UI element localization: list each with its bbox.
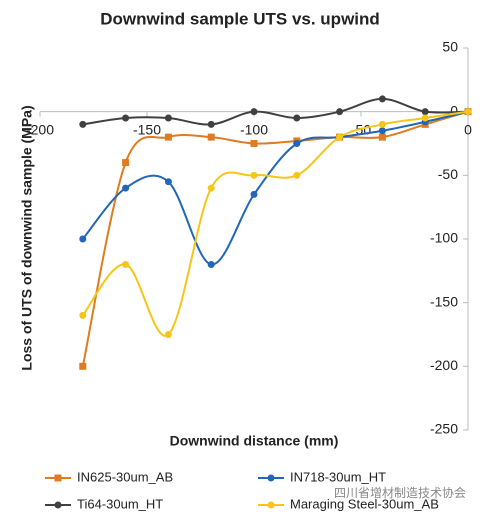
marker: [164, 133, 172, 141]
y-tick-label: -150: [430, 293, 458, 309]
legend-label: Ti64-30um_HT: [77, 496, 163, 511]
marker: [207, 120, 215, 128]
marker: [122, 159, 130, 167]
marker: [164, 114, 172, 122]
x-tick-label: -100: [240, 121, 268, 137]
y-axis-title: Loss of UTS of downwind sample (MPa): [19, 105, 35, 370]
legend-label: Maraging Steel-30um_AB: [290, 496, 439, 511]
legend-marker: [267, 501, 275, 509]
marker: [336, 108, 344, 116]
marker: [79, 120, 87, 128]
legend-marker: [54, 474, 62, 482]
marker: [336, 133, 344, 141]
x-tick-label: -200: [26, 121, 54, 137]
marker: [79, 235, 87, 243]
marker: [122, 260, 130, 268]
series-line: [82, 97, 469, 126]
x-tick-label: 0: [464, 121, 472, 137]
marker: [378, 133, 386, 141]
legend-label: IN625-30um_AB: [77, 469, 173, 484]
marker: [207, 260, 215, 268]
marker: [293, 114, 301, 122]
legend-marker: [267, 474, 275, 482]
marker: [378, 127, 386, 135]
marker: [293, 171, 301, 179]
legend-label: IN718-30um_HT: [290, 469, 386, 484]
marker: [250, 171, 258, 179]
marker: [250, 190, 258, 198]
marker: [378, 120, 386, 128]
marker: [122, 114, 130, 122]
y-tick-label: 50: [442, 39, 458, 55]
marker: [421, 114, 429, 122]
marker: [207, 184, 215, 192]
x-tick-label: -150: [133, 121, 161, 137]
chart-title: Downwind sample UTS vs. upwind: [100, 9, 380, 28]
legend-marker: [54, 501, 62, 509]
marker: [250, 108, 258, 116]
marker: [250, 140, 258, 147]
marker: [464, 108, 472, 116]
marker: [79, 311, 87, 319]
series-line: [82, 110, 469, 266]
marker: [164, 178, 172, 186]
y-tick-label: 0: [450, 102, 458, 118]
marker: [421, 108, 429, 116]
marker: [164, 331, 172, 338]
marker: [378, 95, 386, 103]
y-tick-label: -100: [430, 230, 458, 246]
marker: [122, 184, 130, 192]
x-axis-title: Downwind distance (mm): [170, 433, 339, 449]
watermark: 四川省增材制造技术协会: [334, 485, 466, 500]
y-tick-label: -50: [438, 166, 458, 182]
y-tick-label: -250: [430, 421, 458, 437]
marker: [207, 133, 215, 141]
marker: [293, 140, 301, 147]
y-tick-label: -200: [430, 357, 458, 373]
marker: [79, 362, 87, 370]
